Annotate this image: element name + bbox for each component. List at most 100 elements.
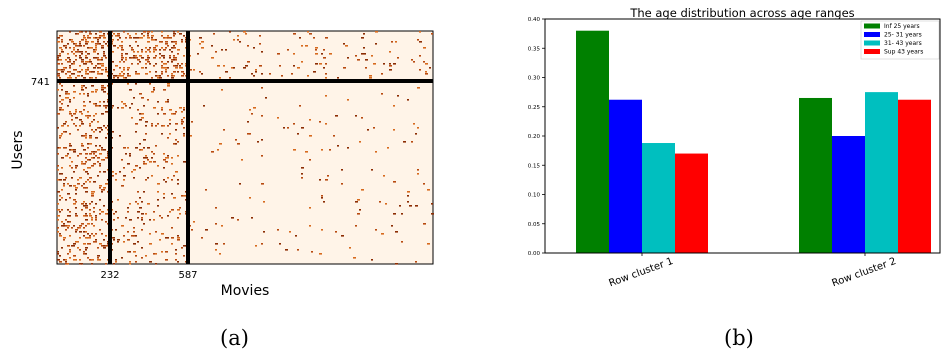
heatmap-cell: [261, 51, 263, 53]
heatmap-cell: [337, 77, 339, 79]
heatmap-cell: [219, 253, 221, 255]
heatmap-cell: [57, 63, 60, 65]
heatmap-cell: [249, 109, 251, 111]
heatmap-cell: [147, 57, 150, 59]
heatmap-cell: [175, 111, 177, 113]
heatmap-cell: [69, 221, 71, 223]
heatmap-cell: [113, 69, 115, 71]
heatmap-cell: [197, 53, 199, 55]
heatmap-cell: [347, 99, 349, 101]
heatmap-cell: [127, 73, 129, 75]
heatmap-cell: [177, 239, 180, 241]
heatmap-cell: [83, 105, 86, 107]
heatmap-cell: [137, 241, 139, 243]
heatmap-cell: [81, 51, 83, 53]
heatmap-cell: [175, 123, 178, 125]
heatmap-cell: [65, 199, 67, 201]
heatmap-cell: [127, 147, 129, 149]
y-tick-label: 0.00: [528, 251, 541, 257]
heatmap-cell: [61, 69, 63, 71]
heatmap-cell: [425, 73, 428, 75]
heatmap-cell: [397, 95, 399, 97]
heatmap-cell: [141, 219, 143, 221]
heatmap-cell: [129, 251, 131, 253]
heatmap-cell: [311, 251, 313, 253]
heatmap-cell: [343, 67, 346, 69]
heatmap-cell: [355, 225, 357, 227]
heatmap-cell: [129, 203, 131, 205]
heatmap-cell: [61, 173, 63, 175]
heatmap-cell: [89, 167, 91, 169]
heatmap-cell: [95, 217, 97, 219]
heatmap-cell: [127, 75, 129, 77]
heatmap-cell: [167, 125, 169, 127]
heatmap-cell: [65, 47, 67, 49]
heatmap-cell: [85, 191, 88, 193]
heatmap-cell: [79, 111, 82, 113]
heatmap-cell: [67, 77, 69, 79]
legend-label: 25- 31 years: [884, 32, 922, 39]
heatmap-cell: [75, 259, 77, 261]
heatmap-cell: [381, 93, 383, 95]
heatmap-cell: [407, 201, 409, 203]
heatmap-cell: [63, 123, 66, 125]
heatmap-cell: [67, 97, 69, 99]
heatmap-cell: [87, 179, 89, 181]
heatmap-cell: [419, 55, 421, 57]
heatmap-cell: [73, 85, 75, 87]
heatmap-cell: [81, 123, 84, 125]
heatmap-cell: [67, 263, 69, 265]
heatmap-cell: [401, 241, 403, 243]
heatmap-cell: [79, 249, 81, 251]
heatmap-cell: [179, 33, 182, 35]
heatmap-cell: [417, 169, 419, 171]
heatmap-cell: [65, 261, 67, 263]
heatmap-cell: [63, 223, 65, 225]
heatmap-cell: [95, 65, 97, 67]
heatmap-cell: [73, 63, 75, 65]
heatmap-cell: [57, 179, 59, 181]
heatmap-cell: [235, 139, 237, 141]
heatmap-cell: [99, 163, 101, 165]
heatmap-cell: [325, 77, 327, 79]
heatmap-cell: [77, 241, 79, 243]
heatmap-cell: [93, 119, 95, 121]
heatmap-cell: [101, 73, 103, 75]
heatmap-cell: [153, 65, 155, 67]
heatmap-cell: [247, 133, 250, 135]
heatmap-cell: [93, 57, 95, 59]
heatmap-cell: [91, 129, 93, 131]
heatmap-cell: [115, 65, 118, 67]
heatmap-cell: [157, 199, 159, 201]
heatmap-cell: [177, 235, 179, 237]
heatmap-cell: [83, 227, 85, 229]
heatmap-cell: [97, 259, 100, 261]
heatmap-cell: [137, 37, 139, 39]
heatmap-cell: [277, 53, 280, 55]
heatmap-cell: [57, 69, 59, 71]
heatmap-cell: [309, 119, 311, 121]
heatmap-cell: [59, 107, 62, 109]
heatmap-cell: [57, 73, 60, 75]
heatmap-cell: [65, 67, 67, 69]
heatmap-cell: [111, 39, 114, 41]
heatmap-cell: [89, 59, 91, 61]
heatmap-cell: [161, 109, 163, 111]
heatmap-cell: [135, 55, 137, 57]
heatmap-cell: [115, 229, 117, 231]
heatmap-cell: [159, 49, 161, 51]
heatmap-cell: [67, 225, 70, 227]
heatmap-cell: [251, 217, 253, 219]
heatmap-cell: [295, 235, 297, 237]
heatmap-cell: [147, 37, 150, 39]
heatmap-cell: [127, 163, 130, 165]
heatmap-cell: [73, 123, 75, 125]
heatmap-cell: [127, 211, 129, 213]
heatmap-cell: [67, 209, 69, 211]
heatmap-cell: [81, 203, 84, 205]
heatmap-cell: [163, 153, 165, 155]
heatmap-cell: [363, 47, 365, 49]
heatmap-cell: [73, 43, 76, 45]
heatmap-cell: [153, 211, 155, 213]
heatmap-cell: [101, 69, 104, 71]
